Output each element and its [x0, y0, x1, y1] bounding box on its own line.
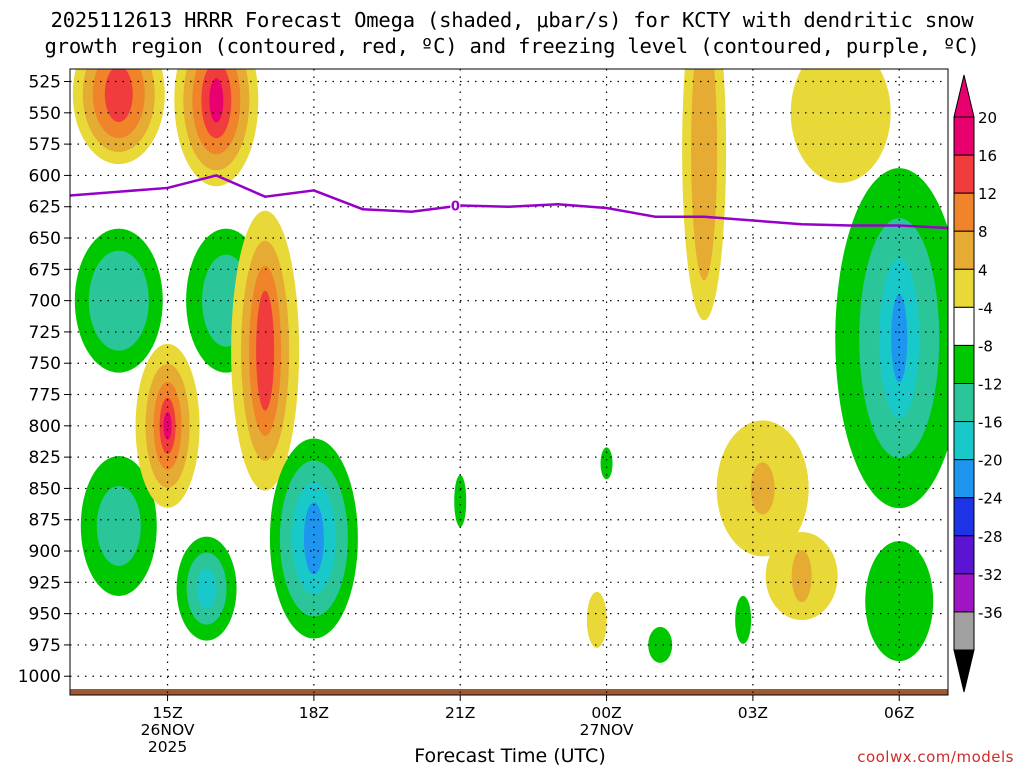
x-tick-label-12-0: 03Z [738, 704, 768, 722]
colorbar-segment-13 [953, 611, 975, 651]
colorbar-label-12: -32 [978, 566, 1003, 584]
omega-contour-downward-7-2 [196, 568, 217, 609]
y-tick-label-850: 850 [29, 479, 61, 499]
y-tick-label-825: 825 [29, 448, 61, 468]
colorbar-segment-3 [953, 230, 975, 270]
omega-contour-downward-10-0 [600, 447, 613, 480]
y-tick-label-725: 725 [29, 323, 61, 343]
colorbar-segment-10 [953, 497, 975, 537]
freezing-label-bg [450, 198, 461, 212]
colorbar-label-8: -16 [978, 414, 1003, 432]
omega-contour-downward-19-0 [865, 541, 934, 662]
y-tick-label-625: 625 [29, 198, 61, 218]
colorbar-segment-0 [953, 116, 975, 156]
credit-text: coolwx.com/models [857, 748, 1014, 766]
omega-shading [72, 69, 948, 663]
omega-contour-upward-15-1 [750, 462, 775, 515]
x-axis-label: Forecast Time (UTC) [414, 745, 606, 767]
surface-bar [70, 689, 948, 695]
colorbar-label-5: -4 [978, 299, 993, 317]
colorbar-segment-8 [953, 421, 975, 461]
colorbar-label-13: -36 [978, 604, 1003, 622]
colorbar-segment-1 [953, 154, 975, 194]
y-tick-label-525: 525 [29, 73, 61, 93]
freezing-level-layer: 0 [70, 174, 948, 230]
colorbar-segment-6 [953, 344, 975, 384]
colorbar-segment-7 [953, 383, 975, 423]
x-tick-label-9-0: 00Z [591, 704, 621, 722]
y-tick-label-700: 700 [29, 292, 61, 312]
x-tick-label-15-0: 06Z [884, 704, 914, 722]
y-tick-label-925: 925 [29, 573, 61, 593]
y-tick-label-950: 950 [29, 605, 61, 625]
colorbar-top-arrow [953, 74, 975, 118]
y-tick-label-550: 550 [29, 104, 61, 124]
omega-contour-downward-14-0 [735, 595, 752, 644]
omega-contour-upward-13-1 [691, 69, 718, 281]
grid-lines [70, 69, 948, 695]
x-tick-label-0-1: 26NOV [141, 721, 195, 739]
omega-contour-upward-0-3 [104, 69, 133, 123]
colorbar-label-0: 20 [978, 109, 997, 127]
omega-contour-upward-11-0 [586, 591, 607, 648]
plot-frame [69, 68, 949, 696]
y-tick-label-1000: 1000 [18, 667, 61, 687]
omega-contour-upward-1-4 [209, 78, 224, 123]
y-tick-label-975: 975 [29, 636, 61, 656]
colorbar-segment-5 [953, 306, 975, 346]
axes: 525 550 575 600 625 650 675 700 725 750 775 800 825 8… [18, 73, 915, 756]
colorbar-label-10: -24 [978, 490, 1003, 508]
colorbar-label-3: 8 [978, 223, 988, 241]
y-tick-label-900: 900 [29, 542, 61, 562]
colorbar-segment-12 [953, 573, 975, 613]
colorbar-label-4: 4 [978, 261, 988, 279]
x-tick-label-3-0: 18Z [299, 704, 329, 722]
colorbar-label-2: 12 [978, 185, 997, 203]
omega-contour-downward-18-3 [891, 294, 908, 383]
chart-title-line-1: 2025112613 HRRR Forecast Omega (shaded, … [50, 8, 974, 32]
y-tick-label-675: 675 [29, 260, 61, 280]
y-tick-label-750: 750 [29, 354, 61, 374]
freezing-level-line [70, 174, 948, 230]
omega-contour-downward-2-1 [88, 250, 149, 351]
y-tick-label-600: 600 [29, 166, 61, 186]
colorbar-label-7: -12 [978, 376, 1003, 394]
omega-contour-downward-12-0 [648, 626, 673, 663]
colorbar-segment-4 [953, 268, 975, 308]
x-tick-label-6-0: 21Z [445, 704, 475, 722]
omega-contour-upward-17-0 [790, 69, 891, 183]
y-tick-label-650: 650 [29, 229, 61, 249]
omega-contour-downward-4-1 [96, 485, 141, 566]
y-tick-label-800: 800 [29, 417, 61, 437]
colorbar-label-1: 16 [978, 147, 997, 165]
omega-contour-upward-16-1 [791, 550, 812, 603]
x-tick-label-0-2: 2025 [148, 738, 187, 756]
colorbar-bottom-arrow [953, 649, 975, 693]
omega-contour-upward-6-3 [256, 290, 275, 411]
colorbar-label-6: -8 [978, 337, 993, 355]
colorbar-segment-2 [953, 192, 975, 232]
freezing-level-label: 0 [451, 199, 460, 214]
colorbar: 20 16 12 8 4 -4 -8 -12 -16 -20 -24 -28 -32 -36 [953, 74, 1003, 693]
chart-title-line-2: growth region (contoured, red, ºC) and f… [44, 34, 980, 58]
colorbar-segment-9 [953, 459, 975, 499]
y-tick-label-875: 875 [29, 511, 61, 531]
x-tick-label-0-0: 15Z [152, 704, 182, 722]
y-tick-label-775: 775 [29, 386, 61, 406]
colorbar-label-9: -20 [978, 452, 1003, 470]
omega-contour-downward-9-0 [454, 474, 467, 527]
x-tick-label-9-1: 27NOV [580, 721, 634, 739]
y-tick-label-575: 575 [29, 135, 61, 155]
colorbar-label-11: -28 [978, 528, 1003, 546]
omega-contour-downward-8-3 [303, 502, 324, 575]
colorbar-segment-11 [953, 535, 975, 575]
